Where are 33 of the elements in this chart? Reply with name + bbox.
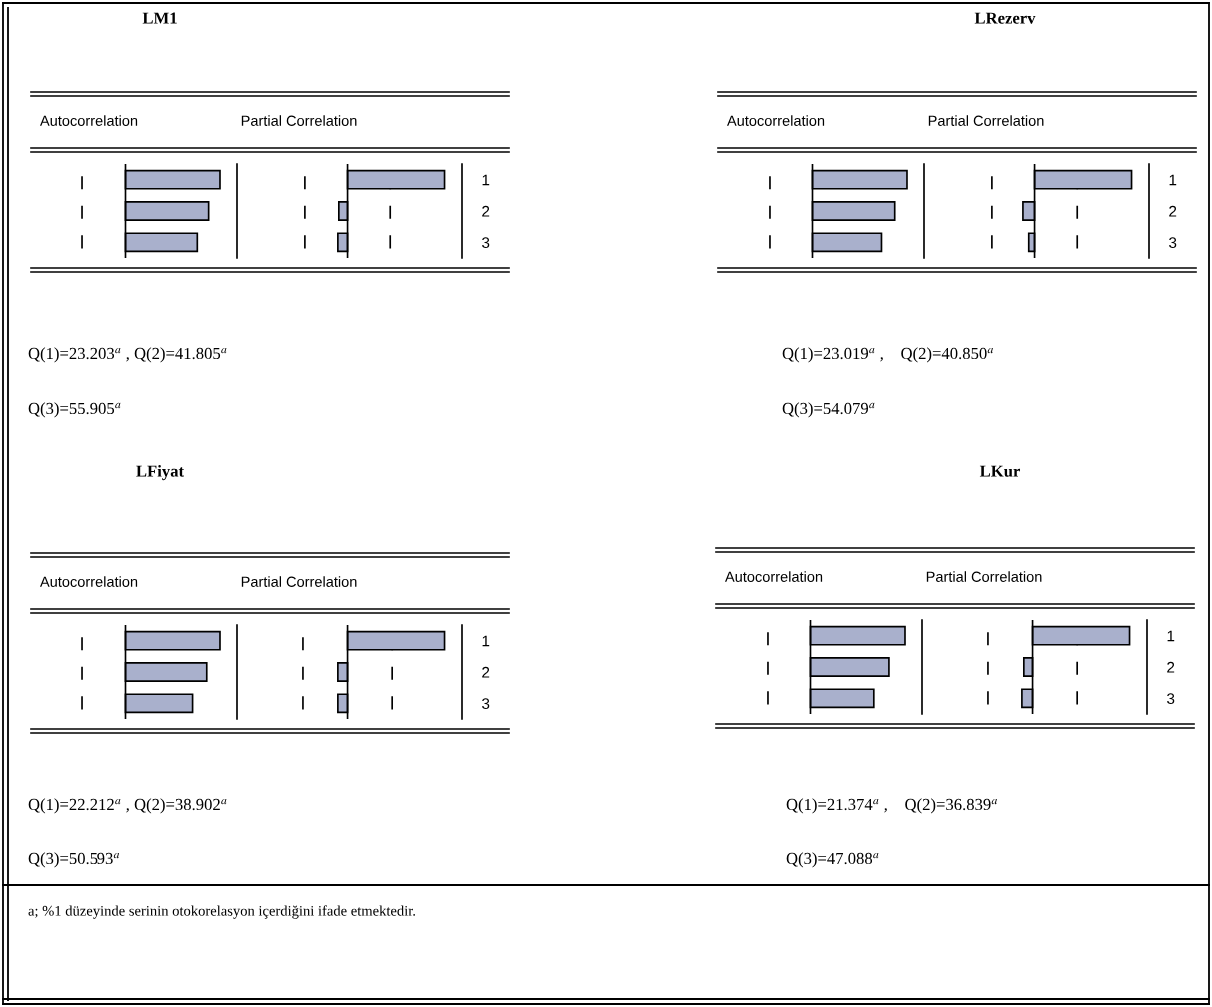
y-tick-label: 1 bbox=[1167, 630, 1175, 642]
chart-subtitle: Autocorrelation bbox=[724, 571, 823, 582]
text: Q(3)=54.079$^{a}$ bbox=[782, 402, 875, 418]
chart-title: LM1 bbox=[142, 12, 177, 24]
chart-subtitle: Partial Correlation bbox=[926, 571, 1042, 582]
chart-subtitle: Partial Correlation bbox=[241, 115, 357, 126]
text: Q(3)=47.088$^{a}$ bbox=[786, 852, 879, 868]
text: Q(3)=50.593$^{a}$ bbox=[28, 852, 120, 868]
y-tick-label: 1 bbox=[482, 635, 490, 647]
y-tick-label: 1 bbox=[1169, 174, 1177, 186]
chart-subtitle: Autocorrelation bbox=[726, 115, 825, 126]
text: Q(3)=55.905$^{a}$ bbox=[28, 402, 121, 418]
chart-title: LFiyat bbox=[136, 465, 184, 481]
y-tick-label: 2 bbox=[1169, 205, 1177, 217]
y-tick-label: 3 bbox=[482, 237, 490, 249]
text: a; %1 düzeyinde serinin otokorelasyon içerdiğini ifade etmektedir. bbox=[28, 905, 415, 919]
chart-subtitle: Partial Correlation bbox=[928, 115, 1044, 126]
chart-title: LRezerv bbox=[974, 12, 1036, 24]
y-tick-label: 2 bbox=[482, 666, 490, 678]
chart-title: LKur bbox=[979, 465, 1021, 477]
text: Q(1)=21.374$^{a}$ , Q(2)=36.839$^{a}$ bbox=[786, 798, 998, 814]
y-tick-label: 3 bbox=[482, 698, 490, 710]
y-tick-label: 3 bbox=[1169, 237, 1177, 249]
chart-subtitle: Autocorrelation bbox=[39, 115, 138, 126]
chart-subtitle: Autocorrelation bbox=[39, 576, 138, 587]
chart-subtitle: Partial Correlation bbox=[241, 576, 357, 587]
y-tick-label: 2 bbox=[482, 205, 490, 217]
text: Q(1)=23.203$^{a}$ , Q(2)=41.805$^{a}$ bbox=[28, 347, 227, 363]
y-tick-label: 3 bbox=[1167, 693, 1175, 705]
y-tick-label: 1 bbox=[482, 174, 490, 186]
y-tick-label: 2 bbox=[1167, 661, 1175, 673]
text: Q(1)=22.212$^{a}$ , Q(2)=38.902$^{a}$ bbox=[28, 798, 227, 814]
text: Q(1)=23.019$^{a}$ , Q(2)=40.850$^{a}$ bbox=[782, 347, 994, 363]
